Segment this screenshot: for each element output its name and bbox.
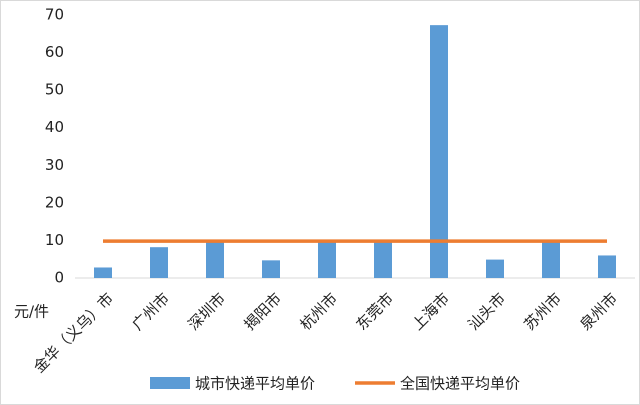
legend-label: 全国快递平均单价 xyxy=(400,375,520,393)
bar xyxy=(430,25,448,278)
y-tick-label: 0 xyxy=(54,269,64,287)
bar xyxy=(94,267,112,278)
y-tick-label: 70 xyxy=(45,6,64,24)
y-tick-label: 10 xyxy=(45,231,64,249)
legend-swatch xyxy=(150,377,190,389)
y-tick-label: 20 xyxy=(45,193,64,211)
y-axis-unit: 元/件 xyxy=(14,303,49,321)
y-tick-label: 40 xyxy=(45,118,64,136)
bar xyxy=(150,247,168,278)
bar xyxy=(262,260,280,278)
bar xyxy=(598,255,616,278)
bar xyxy=(206,241,224,278)
bar xyxy=(486,259,504,278)
bar xyxy=(374,241,392,278)
y-tick-label: 60 xyxy=(45,43,64,61)
bar xyxy=(318,241,336,278)
y-tick-label: 50 xyxy=(45,81,64,99)
bar xyxy=(542,241,560,278)
y-tick-label: 30 xyxy=(45,156,64,174)
legend-label: 城市快递平均单价 xyxy=(195,375,315,393)
